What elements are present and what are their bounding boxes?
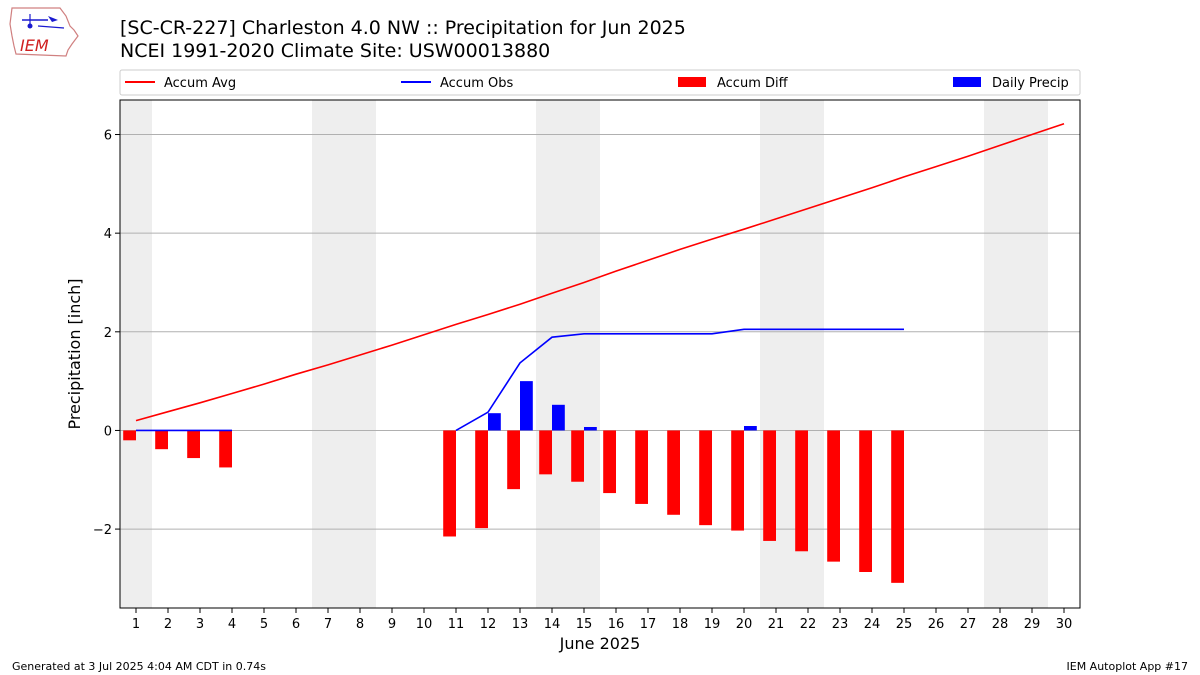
x-tick-label: 20: [736, 617, 753, 632]
accum-diff-bar: [827, 430, 840, 562]
accum-diff-bar: [635, 430, 648, 504]
x-tick-label: 21: [768, 617, 785, 632]
x-tick-label: 12: [480, 617, 497, 632]
accum-diff-bar: [475, 430, 488, 529]
generated-note: Generated at 3 Jul 2025 4:04 AM CDT in 0…: [12, 660, 266, 673]
weekend-band: [312, 100, 376, 608]
accum-diff-bar: [219, 430, 232, 468]
accum-diff-bar: [763, 430, 776, 541]
x-tick-label: 2: [164, 617, 172, 632]
weekend-band: [536, 100, 600, 608]
accum-diff-bars: [123, 430, 904, 583]
x-tick-label: 22: [800, 617, 817, 632]
x-tick-label: 28: [992, 617, 1009, 632]
y-tick-label: 6: [104, 129, 112, 144]
accum-diff-bar: [859, 430, 872, 572]
x-tick-label: 24: [864, 617, 881, 632]
app-label: IEM Autoplot App #17: [1066, 660, 1189, 673]
accum-diff-bar: [667, 430, 680, 515]
weekend-band: [120, 100, 152, 608]
x-tick-label: 16: [608, 617, 625, 632]
accum-diff-bar: [155, 430, 168, 450]
x-tick-label: 5: [260, 617, 268, 632]
x-tick-label: 25: [896, 617, 913, 632]
accum-diff-bar: [795, 430, 808, 552]
x-tick-label: 3: [196, 617, 204, 632]
logo-text: IEM: [20, 36, 49, 55]
x-tick-label: 4: [228, 617, 236, 632]
legend-avg-label: Accum Avg: [164, 76, 236, 91]
accum-diff-bar: [699, 430, 712, 526]
x-tick-label: 6: [292, 617, 300, 632]
legend-daily-label: Daily Precip: [992, 76, 1069, 91]
chart-title: [SC-CR-227] Charleston 4.0 NW :: Precipi…: [120, 17, 686, 39]
y-tick-label: 4: [104, 227, 112, 242]
daily-precip-bar: [744, 426, 757, 431]
x-tick-label: 17: [640, 617, 657, 632]
x-tick-label: 8: [356, 617, 364, 632]
x-tick-label: 14: [544, 617, 561, 632]
plot-frame: [119, 99, 1081, 609]
daily-precip-bar: [520, 381, 533, 431]
accum-diff-bar: [571, 430, 584, 482]
accum-diff-bar: [123, 430, 136, 441]
x-tick-label: 7: [324, 617, 332, 632]
legend-diff-label: Accum Diff: [717, 76, 789, 91]
legend-daily-swatch: [953, 77, 981, 87]
daily-precip-bar: [584, 426, 597, 431]
y-axis-ticks: −2 0 2 4 6: [93, 129, 120, 538]
accum-diff-bar: [603, 430, 616, 494]
iem-logo: IEM: [9, 7, 79, 57]
chart-subtitle: NCEI 1991-2020 Climate Site: USW00013880: [120, 40, 551, 62]
x-tick-label: 30: [1056, 617, 1073, 632]
x-tick-label: 27: [960, 617, 977, 632]
grid-lines: [120, 134, 1080, 530]
daily-precip-bars: [488, 381, 757, 431]
x-axis-label: June 2025: [559, 634, 641, 653]
accum-diff-bar: [187, 430, 200, 459]
accum-diff-bar: [539, 430, 552, 475]
weekend-band: [984, 100, 1048, 608]
x-tick-label: 9: [388, 617, 396, 632]
x-tick-label: 13: [512, 617, 529, 632]
accum-diff-bar: [731, 430, 744, 531]
weekend-bands: [120, 100, 1048, 608]
y-axis-label: Precipitation [inch]: [65, 278, 84, 429]
accum-diff-bar: [443, 430, 456, 537]
accum-diff-bar: [891, 430, 904, 583]
x-tick-label: 19: [704, 617, 721, 632]
accum-avg-line: [135, 122, 1065, 422]
x-tick-label: 11: [448, 617, 465, 632]
accum-obs-line: [136, 328, 904, 432]
daily-precip-bar: [552, 404, 565, 431]
x-tick-label: 18: [672, 617, 689, 632]
accum-diff-bar: [507, 430, 520, 490]
x-tick-label: 1: [132, 617, 140, 632]
x-tick-label: 23: [832, 617, 849, 632]
legend: Accum Avg Accum Obs Accum Diff Daily Pre…: [119, 69, 1081, 96]
x-axis-ticks: 1 2 3 4 5 6 7 8 9 10 11 12 13 14 15 16 17 18 19 20 21 22 23 24 2…: [132, 608, 1072, 632]
x-tick-label: 15: [576, 617, 593, 632]
x-tick-label: 26: [928, 617, 945, 632]
legend-diff-swatch: [678, 77, 706, 87]
x-tick-label: 29: [1024, 617, 1041, 632]
legend-obs-label: Accum Obs: [440, 76, 513, 91]
y-tick-label: 2: [104, 326, 112, 341]
y-tick-label: −2: [93, 523, 112, 538]
x-tick-label: 10: [416, 617, 433, 632]
y-tick-label: 0: [104, 424, 112, 439]
daily-precip-bar: [488, 413, 501, 431]
